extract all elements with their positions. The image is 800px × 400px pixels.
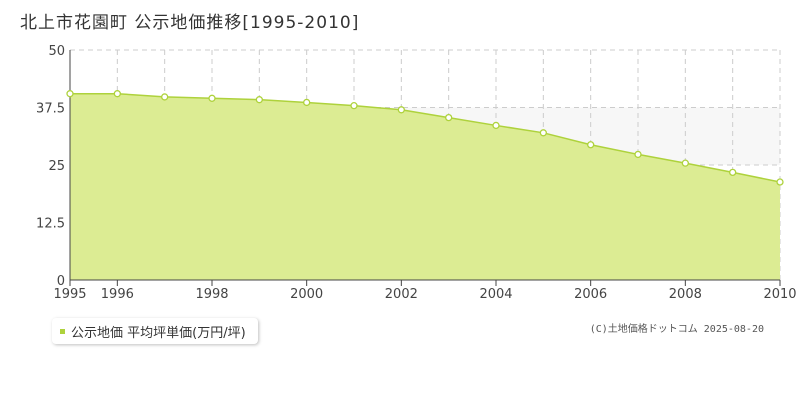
x-tick-label: 2006 <box>574 287 607 302</box>
data-point <box>445 113 453 122</box>
data-point <box>350 102 358 110</box>
data-point <box>539 129 547 137</box>
x-tick-label: 2010 <box>763 287 796 302</box>
legend-label: 公示地価 平均坪単価(万円/坪) <box>71 325 246 341</box>
data-point <box>587 141 595 149</box>
y-tick-label: 12.5 <box>36 217 65 232</box>
data-point <box>255 96 263 104</box>
series-area <box>70 93 780 280</box>
chart-legend: 公示地価 平均坪単価(万円/坪) <box>52 318 258 344</box>
data-point <box>208 94 216 102</box>
copyright-credit: (C)土地価格ドットコム 2025-08-20 <box>589 324 764 335</box>
data-point <box>303 98 311 107</box>
data-point <box>397 106 405 114</box>
data-point <box>776 178 784 186</box>
y-tick-label: 37.5 <box>36 102 65 117</box>
data-point <box>634 150 642 159</box>
data-point <box>729 168 737 177</box>
x-tick-label: 1995 <box>53 287 86 302</box>
data-point <box>161 93 169 101</box>
x-tick-label: 2002 <box>385 287 418 302</box>
series-line <box>70 92 781 183</box>
x-tick-label: 2008 <box>669 287 702 302</box>
x-tick-label: 1998 <box>195 287 228 302</box>
chart-title: 北上市花園町 公示地価推移[1995-2010] <box>20 13 360 33</box>
data-point <box>66 90 74 98</box>
y-tick-label: 0 <box>57 274 65 289</box>
legend-swatch-icon <box>60 328 65 334</box>
data-point <box>681 159 689 167</box>
y-tick-label: 50 <box>48 44 65 59</box>
x-tick-label: 2004 <box>479 287 512 302</box>
data-point <box>113 90 121 98</box>
y-tick-label: 25 <box>48 159 65 174</box>
x-tick-label: 2000 <box>290 287 323 302</box>
x-tick-label: 1996 <box>101 287 134 302</box>
data-point <box>492 121 500 130</box>
